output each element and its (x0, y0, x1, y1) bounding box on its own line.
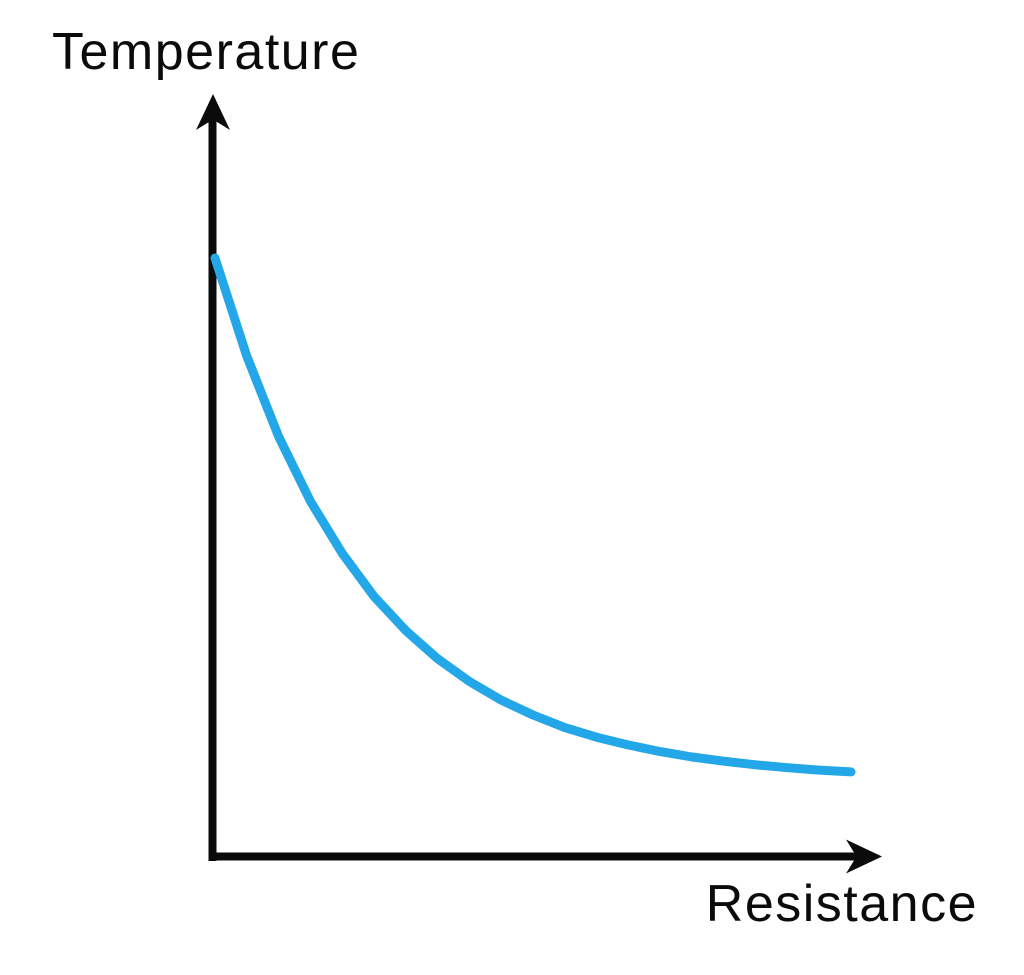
y-axis-arrowhead-icon (196, 94, 230, 130)
temperature-resistance-curve (210, 253, 856, 777)
y-axis-label: Temperature (52, 23, 361, 81)
x-axis-label: Resistance (705, 875, 978, 933)
x-axis-arrowhead-icon (846, 839, 882, 874)
